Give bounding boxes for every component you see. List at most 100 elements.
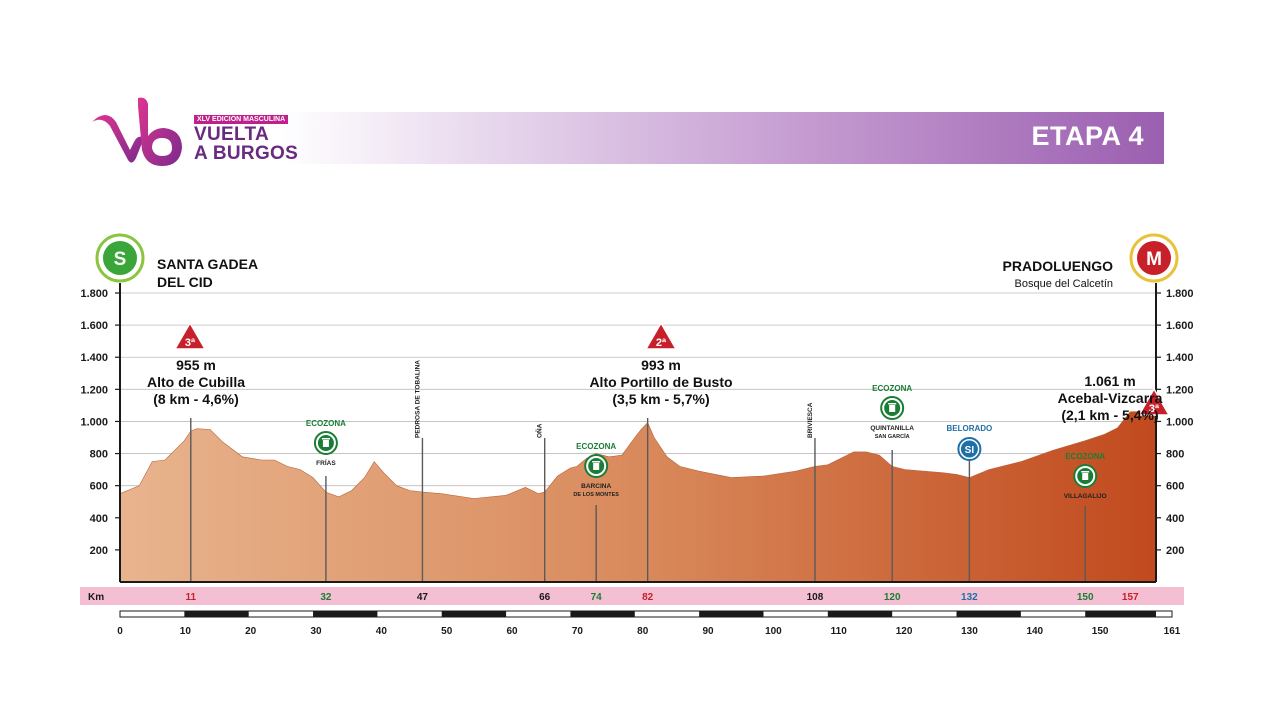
y-tick-label-right: 600 bbox=[1166, 481, 1184, 493]
start-name-line1: SANTA GADEA bbox=[157, 256, 258, 272]
climb-altitude: 993 m bbox=[641, 357, 681, 373]
scale-bar-segment bbox=[699, 611, 764, 617]
y-tick-label-right: 1.200 bbox=[1166, 384, 1194, 396]
finish-subname: Bosque del Calcetín bbox=[1015, 278, 1113, 290]
climb-name: Alto Portillo de Busto bbox=[589, 374, 732, 390]
bin-lid-glyph bbox=[321, 438, 330, 440]
climb-category: 2ª bbox=[656, 337, 667, 349]
poi-label-line2: SAN GARCÍA bbox=[875, 432, 910, 440]
pois: ECOZONA FRÍAS PEDROSA DE TOBALINA OÑA ECOZON… bbox=[306, 360, 1107, 500]
race-name-line1: VUELTA bbox=[194, 124, 269, 145]
scale-bar-segment bbox=[441, 611, 507, 617]
y-tick-label-left: 600 bbox=[90, 481, 108, 493]
climb-category: 3ª bbox=[185, 337, 196, 349]
bin-lid-glyph bbox=[888, 403, 897, 405]
y-tick-label-left: 400 bbox=[90, 513, 108, 525]
km-mark: 150 bbox=[1077, 592, 1094, 603]
vb-logo-icon bbox=[92, 97, 182, 166]
climb-category: 3ª bbox=[1149, 403, 1160, 415]
finish-marker: M bbox=[1129, 233, 1179, 283]
climb-category-icon bbox=[173, 321, 207, 350]
x-tick-label: 161 bbox=[1164, 626, 1181, 637]
poi-label: QUINTANILLA bbox=[870, 425, 914, 432]
km-mark: 47 bbox=[417, 592, 429, 603]
climb-detail: (3,5 km - 5,7%) bbox=[612, 391, 709, 407]
climb-category-icon bbox=[1137, 387, 1171, 416]
scale-bar-frame bbox=[119, 610, 1173, 618]
scale-bar-segment bbox=[827, 611, 893, 617]
y-tick-label-left: 1.000 bbox=[80, 416, 108, 428]
race-logo bbox=[88, 94, 288, 170]
km-mark: 66 bbox=[539, 592, 551, 603]
ecozona-tag: ECOZONA bbox=[872, 384, 912, 393]
sprint-icon bbox=[960, 440, 978, 458]
y-tick-label-left: 1.600 bbox=[80, 320, 108, 332]
climb-category-icon bbox=[644, 321, 678, 350]
start-badge bbox=[103, 241, 137, 275]
x-tick-label: 50 bbox=[441, 626, 453, 637]
scale-bar-segment bbox=[313, 611, 378, 617]
x-tick-label: 10 bbox=[180, 626, 192, 637]
poi-label: FRÍAS bbox=[316, 458, 336, 467]
finish-badge-letter: M bbox=[1146, 249, 1162, 270]
bin-lid-glyph bbox=[592, 461, 601, 463]
poi-label: BRIVIESCA bbox=[807, 402, 814, 438]
km-mark: 108 bbox=[807, 592, 824, 603]
y-tick-label-left: 200 bbox=[90, 545, 108, 557]
bin-glyph bbox=[593, 463, 600, 470]
km-mark: 132 bbox=[961, 592, 978, 603]
x-tick-label: 90 bbox=[703, 626, 715, 637]
scale-bar-segment bbox=[184, 611, 249, 617]
km-marks: 11 32 47 66 74 82 108 120 132 150 157 bbox=[185, 592, 1139, 603]
km-mark: 82 bbox=[642, 592, 654, 603]
start-marker: S bbox=[95, 233, 145, 283]
y-tick-label-right: 800 bbox=[1166, 449, 1184, 461]
km-mark: 74 bbox=[591, 592, 603, 603]
y-tick-label-left: 1.800 bbox=[80, 288, 108, 300]
km-strip bbox=[80, 587, 1184, 605]
x-tick-label: 150 bbox=[1092, 626, 1109, 637]
y-tick-label-right: 1.400 bbox=[1166, 352, 1194, 364]
race-name-line2: A BURGOS bbox=[194, 143, 299, 164]
scale-bar-segment bbox=[956, 611, 1021, 617]
x-tick-label: 40 bbox=[376, 626, 388, 637]
climb-name: Alto de Cubilla bbox=[147, 374, 245, 390]
x-tick-label: 140 bbox=[1026, 626, 1043, 637]
poi-label: PEDROSA DE TOBALINA bbox=[414, 360, 421, 438]
sprint-tag: SI bbox=[965, 445, 975, 456]
x-tick-label: 100 bbox=[765, 626, 782, 637]
y-tick-label-left: 1.400 bbox=[80, 352, 108, 364]
sprint-place-label: BELORADO bbox=[947, 424, 993, 433]
y-tick-label-right: 1.000 bbox=[1166, 416, 1194, 428]
distance-scale-bar bbox=[119, 610, 1173, 618]
race-name: VUELTA A BURGOS bbox=[194, 125, 298, 163]
x-tick-label: 130 bbox=[961, 626, 978, 637]
km-mark: 11 bbox=[185, 592, 196, 603]
x-tick-label: 110 bbox=[831, 626, 848, 637]
y-ticks: 200 200 400 400 600 600 800 800 1.000 1.000 1.200 1… bbox=[80, 288, 1193, 557]
km-mark: 157 bbox=[1122, 592, 1139, 603]
x-tick-label: 60 bbox=[506, 626, 518, 637]
start-badge-letter: S bbox=[114, 249, 127, 270]
climb-detail: (2,1 km - 5,4%) bbox=[1061, 407, 1158, 423]
start-name-line2: DEL CID bbox=[157, 274, 213, 290]
bin-glyph bbox=[1082, 473, 1089, 480]
poi-label: VILLAGALIJO bbox=[1064, 493, 1107, 500]
ecozona-tag: ECOZONA bbox=[576, 442, 616, 451]
climb-altitude: 955 m bbox=[176, 357, 216, 373]
climb-name: Acebal-Vizcarra bbox=[1058, 390, 1163, 406]
stage-title: ETAPA 4 bbox=[1031, 121, 1144, 151]
finish-name: PRADOLUENGO bbox=[1003, 258, 1114, 274]
edition-tag: XLV EDICIÓN MASCULINA bbox=[194, 115, 289, 124]
x-tick-label: 80 bbox=[637, 626, 649, 637]
poi-lines bbox=[190, 418, 1086, 582]
y-tick-label-left: 1.200 bbox=[80, 384, 108, 396]
scale-bar-segment bbox=[570, 611, 635, 617]
bin-glyph bbox=[889, 405, 896, 412]
climb-altitude: 1.061 m bbox=[1084, 373, 1135, 389]
km-mark: 120 bbox=[884, 592, 901, 603]
y-tick-label-right: 1.600 bbox=[1166, 320, 1194, 332]
bin-glyph bbox=[322, 440, 329, 447]
x-tick-label: 70 bbox=[572, 626, 584, 637]
poi-label-line2: DE LOS MONTES bbox=[573, 492, 619, 498]
